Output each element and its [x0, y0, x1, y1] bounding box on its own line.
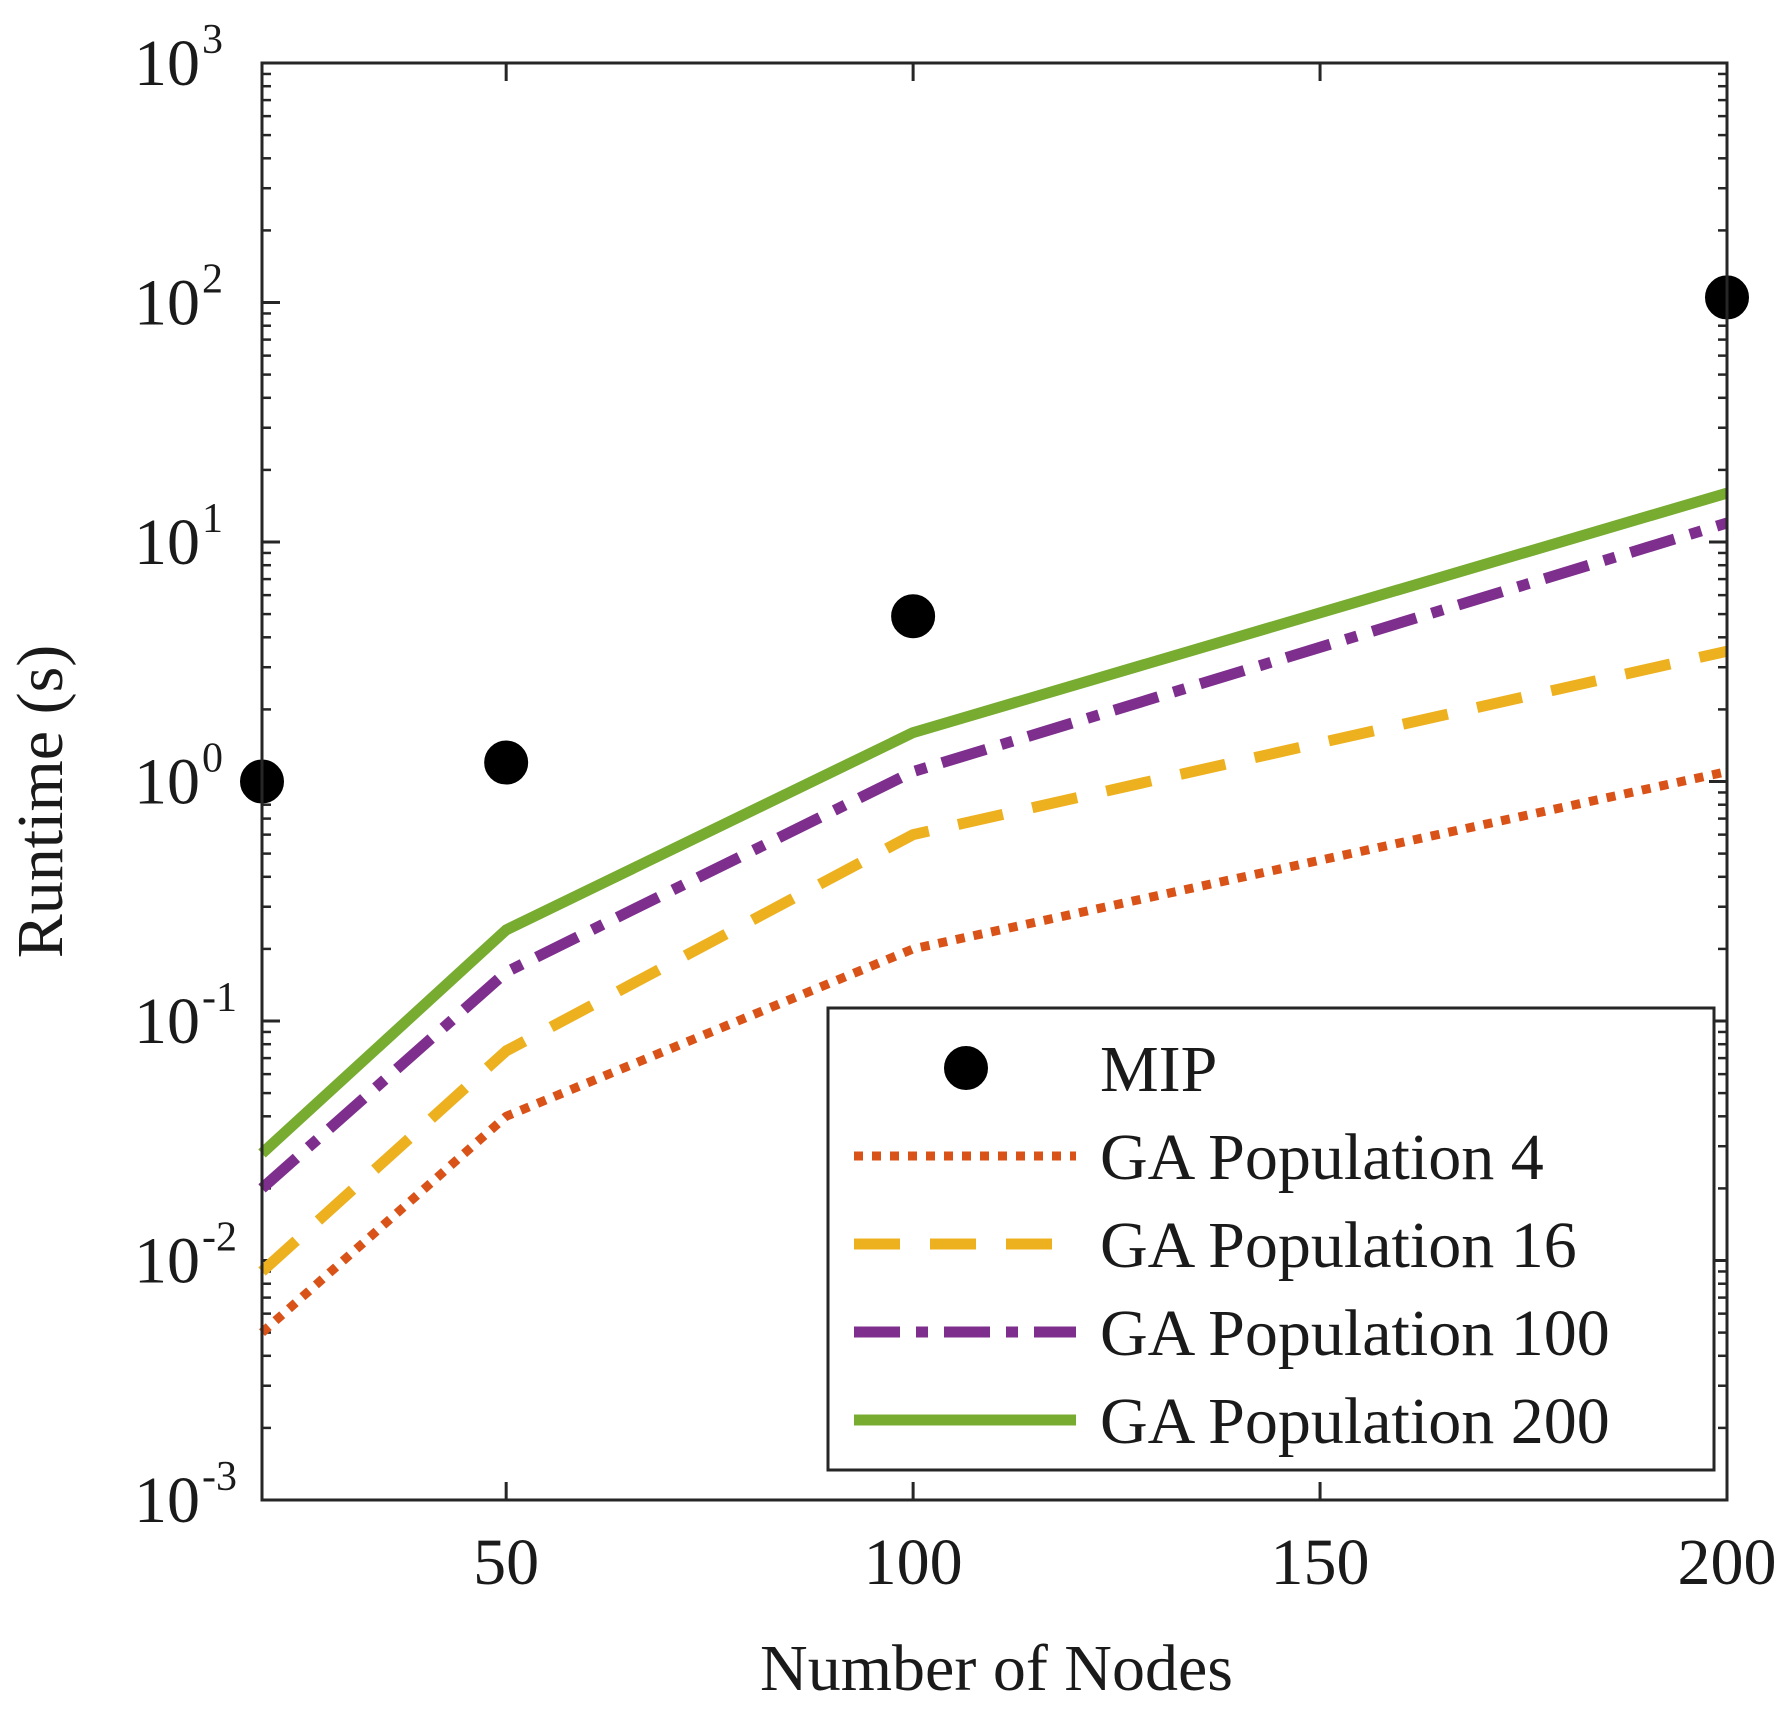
legend-label: GA Population 4	[1100, 1121, 1544, 1194]
x-tick-label: 50	[473, 1526, 539, 1599]
series-mip	[240, 275, 1749, 804]
series-ga-population-200	[258, 487, 1729, 1158]
legend-label: MIP	[1100, 1033, 1217, 1106]
y-tick-label: 10	[134, 746, 200, 819]
series-ga-population-4	[259, 767, 1728, 1336]
x-tick-labels: 50 100 150 200	[473, 1526, 1776, 1599]
legend-label: GA Population 16	[1100, 1209, 1577, 1282]
y-tick-label: 10	[134, 267, 200, 340]
y-tick-exponent: 2	[202, 257, 223, 303]
legend-label: GA Population 100	[1100, 1297, 1610, 1370]
x-tick-label: 100	[864, 1526, 963, 1599]
legend-marker-mip	[944, 1046, 988, 1090]
axes-frame	[260, 61, 1729, 1502]
legend: MIP GA Population 4 GA Population 16 GA Pop…	[826, 1006, 1716, 1472]
series-layer	[240, 275, 1749, 1336]
y-tick-label: 10	[134, 506, 200, 579]
series-ga-population-100	[258, 517, 1729, 1193]
x-axis-label: Number of Nodes	[760, 1632, 1233, 1705]
y-tick-exponent: -2	[202, 1215, 237, 1261]
y-tick-exponent: 3	[202, 17, 223, 63]
y-tick-exponent: -1	[202, 975, 237, 1021]
series-line	[258, 487, 1729, 1158]
y-tick-label: 10	[134, 1464, 200, 1537]
series-line	[258, 645, 1729, 1276]
y-tick-label: 10	[134, 985, 200, 1058]
x-tick-label: 150	[1271, 1526, 1370, 1599]
x-tick-label: 200	[1678, 1526, 1777, 1599]
series-line	[258, 517, 1729, 1193]
series-line	[259, 767, 1728, 1336]
y-tick-exponent: 1	[202, 496, 223, 542]
y-tick-exponent: 0	[202, 736, 223, 782]
y-axis-label: Runtime (s)	[4, 645, 77, 958]
y-tick-label: 10	[134, 1225, 200, 1298]
mip-point	[484, 740, 529, 785]
legend-label: GA Population 200	[1100, 1385, 1610, 1458]
y-tick-exponent: -3	[202, 1454, 237, 1500]
mip-point	[891, 594, 936, 639]
series-ga-population-16	[258, 645, 1729, 1276]
y-tick-label: 10	[134, 27, 200, 100]
